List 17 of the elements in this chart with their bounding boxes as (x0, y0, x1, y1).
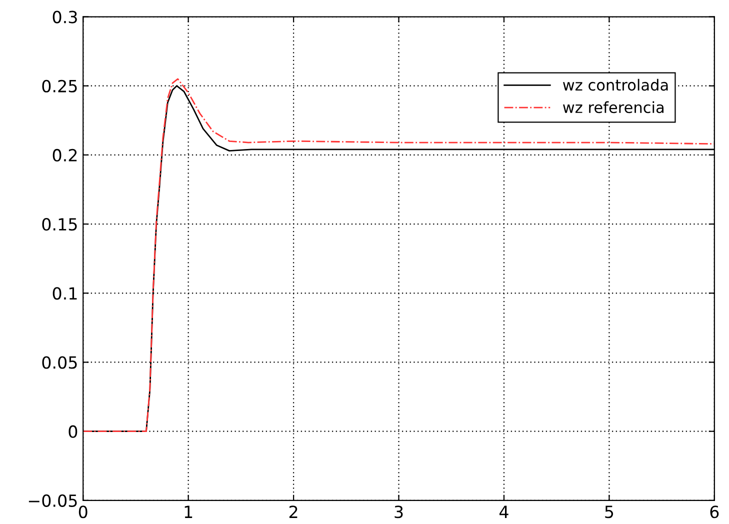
x-tick-label: 4 (499, 506, 508, 518)
x-tick-label: 0 (78, 506, 88, 518)
legend-label: wz controlada (563, 78, 668, 91)
x-tick-label: 1 (184, 506, 192, 518)
y-tick-label: 0.05 (42, 356, 77, 369)
y-tick-label: 0 (68, 425, 78, 438)
x-tick-label: 2 (289, 506, 298, 518)
y-tick-label: 0.25 (42, 80, 77, 92)
x-tick-label: 6 (710, 506, 719, 518)
legend-label: wz referencia (563, 101, 664, 114)
y-tick-label: −0.05 (28, 494, 77, 507)
y-tick-label: 0.15 (42, 218, 77, 231)
y-tick-label: 0.3 (52, 10, 77, 24)
y-tick-label: 0.2 (52, 148, 77, 162)
x-tick-label: 3 (394, 506, 403, 518)
y-tick-label: 0.1 (52, 287, 77, 300)
x-tick-label: 5 (605, 506, 614, 518)
